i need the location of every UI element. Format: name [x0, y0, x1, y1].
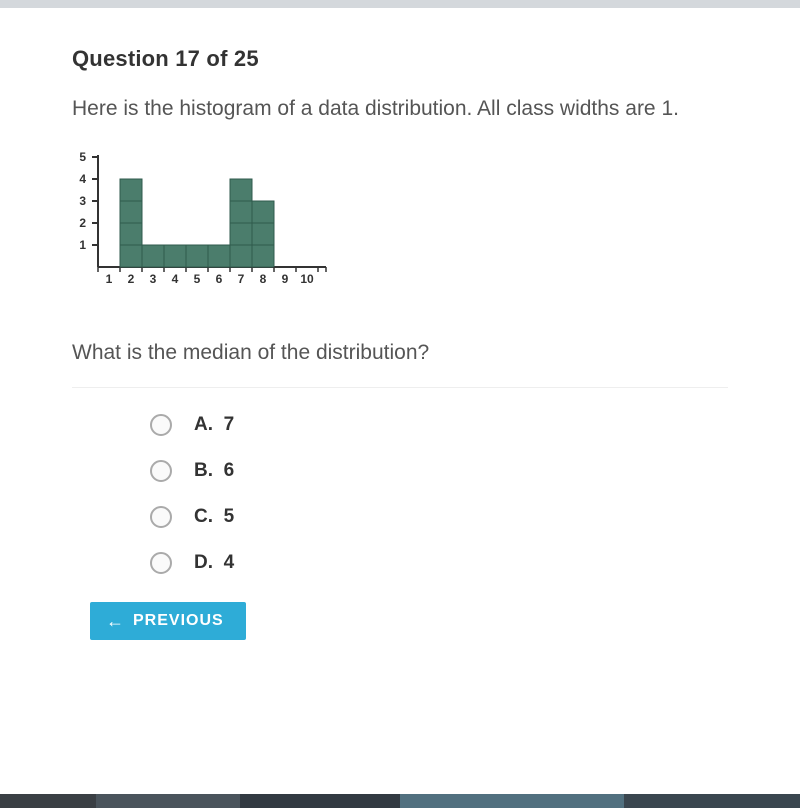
svg-text:3: 3: [79, 194, 86, 208]
choice-a[interactable]: A. 7: [150, 414, 728, 436]
histogram-svg: 1 2 3 4 5 1 2 3 4 5 6 7 8 9 10: [68, 151, 348, 311]
svg-text:8: 8: [260, 272, 267, 286]
divider: [72, 387, 728, 388]
svg-text:3: 3: [150, 272, 157, 286]
previous-label: PREVIOUS: [133, 612, 224, 630]
question-body: Here is the histogram of a data distribu…: [72, 94, 728, 123]
svg-text:2: 2: [128, 272, 135, 286]
radio-d[interactable]: [150, 552, 172, 574]
choice-d[interactable]: D. 4: [150, 552, 728, 574]
choice-d-label: D. 4: [194, 552, 234, 574]
radio-a[interactable]: [150, 414, 172, 436]
svg-text:1: 1: [79, 238, 86, 252]
choice-c[interactable]: C. 5: [150, 506, 728, 528]
svg-text:10: 10: [300, 272, 314, 286]
choice-c-label: C. 5: [194, 506, 234, 528]
choice-b[interactable]: B. 6: [150, 460, 728, 482]
choice-b-label: B. 6: [194, 460, 234, 482]
quiz-card: Question 17 of 25 Here is the histogram …: [30, 8, 770, 658]
choice-a-label: A. 7: [194, 414, 234, 436]
svg-text:9: 9: [282, 272, 289, 286]
svg-text:4: 4: [79, 172, 86, 186]
svg-text:4: 4: [172, 272, 179, 286]
svg-text:7: 7: [238, 272, 245, 286]
svg-text:5: 5: [194, 272, 201, 286]
svg-text:5: 5: [79, 151, 86, 164]
svg-text:2: 2: [79, 216, 86, 230]
svg-text:6: 6: [216, 272, 223, 286]
svg-text:1: 1: [106, 272, 113, 286]
question-prompt: What is the median of the distribution?: [72, 341, 728, 365]
previous-button[interactable]: ← PREVIOUS: [90, 602, 246, 640]
window-shadow-bar: [0, 794, 800, 808]
radio-b[interactable]: [150, 460, 172, 482]
choice-list: A. 7 B. 6 C. 5 D. 4: [150, 414, 728, 574]
arrow-left-icon: ←: [106, 612, 125, 630]
question-number: Question 17 of 25: [72, 46, 728, 72]
radio-c[interactable]: [150, 506, 172, 528]
histogram-chart: 1 2 3 4 5 1 2 3 4 5 6 7 8 9 10: [68, 151, 348, 311]
